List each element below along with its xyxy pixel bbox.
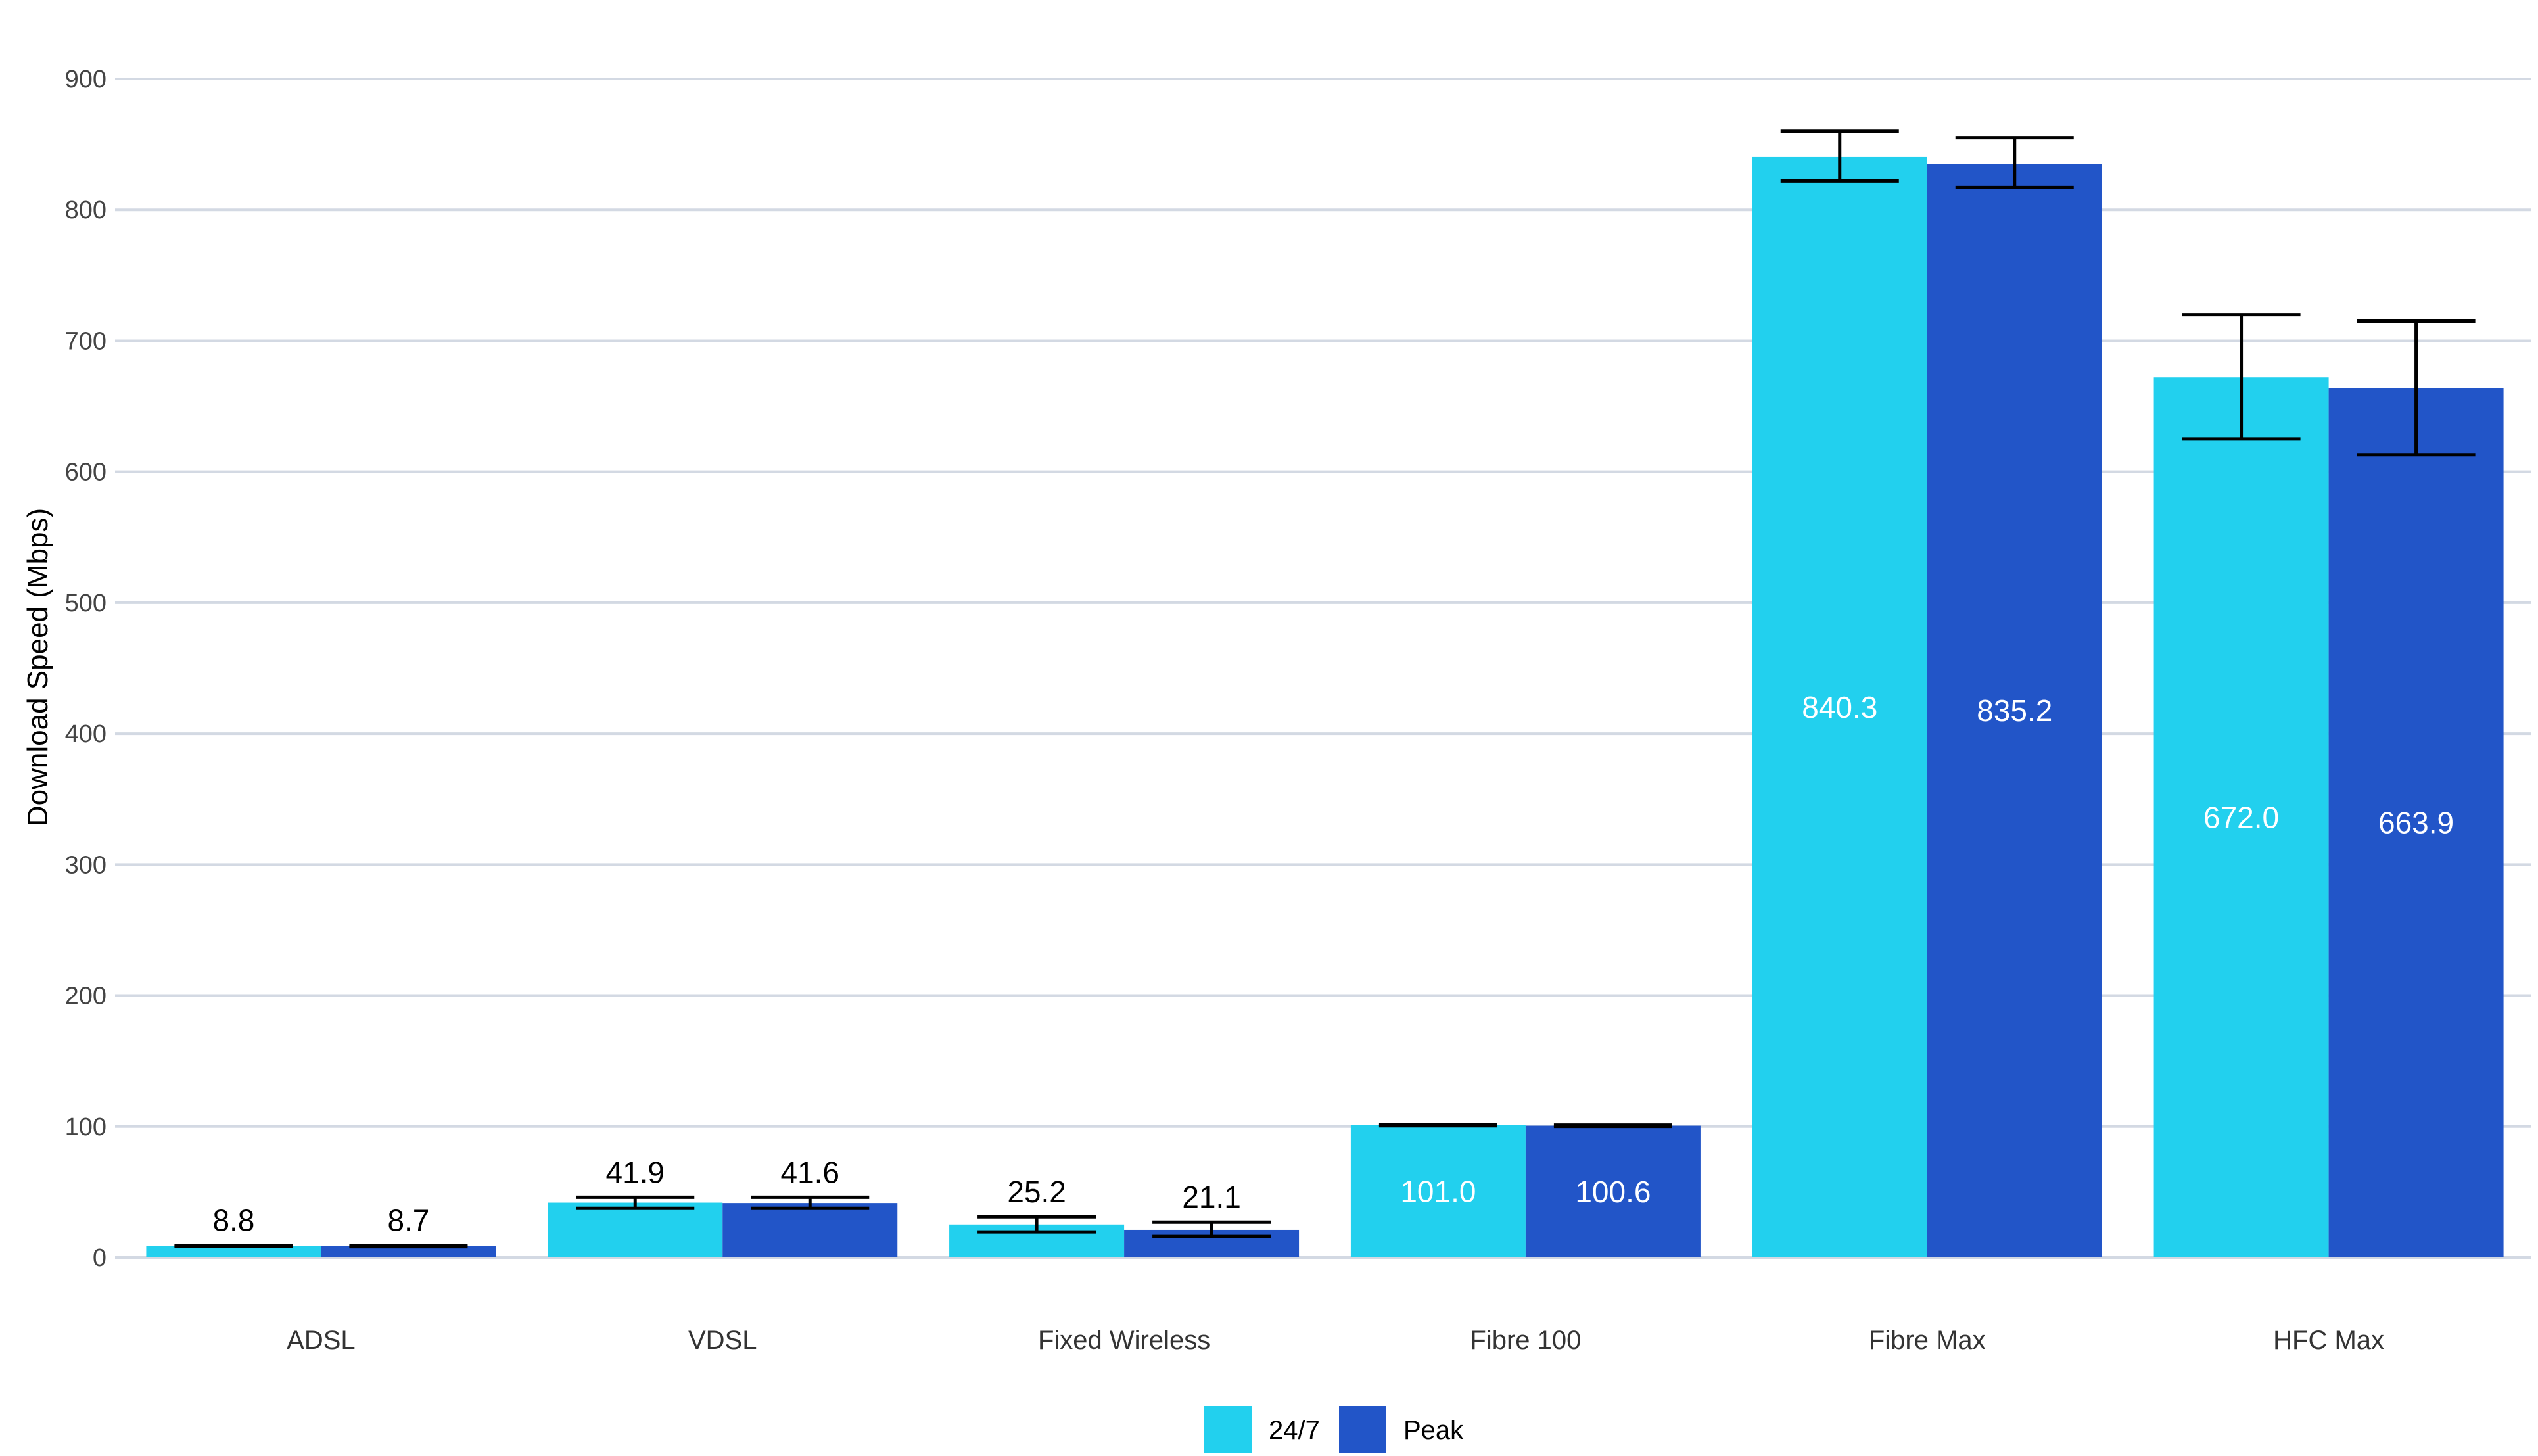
bar <box>1525 1125 1701 1257</box>
y-tick-label: 700 <box>65 327 106 355</box>
legend-label: 24/7 <box>1269 1416 1320 1445</box>
x-category-label: Fibre Max <box>1869 1326 1986 1355</box>
bar <box>2153 377 2329 1257</box>
legend-swatch <box>1339 1406 1386 1453</box>
value-label: 840.3 <box>1802 690 1877 724</box>
value-label: 100.6 <box>1575 1175 1651 1209</box>
x-axis-categories: ADSL VDSL Fixed Wireless Fibre 100 Fibre Max… <box>287 1326 2384 1355</box>
value-labels: 8.8 8.7 41.9 41.6 25.2 21.1 101.0 100.6 840.3 835… <box>212 690 2454 1238</box>
value-label: 21.1 <box>1182 1180 1241 1214</box>
y-tick-label: 800 <box>65 197 106 224</box>
y-tick-label: 400 <box>65 720 106 748</box>
value-label: 835.2 <box>1977 693 2052 728</box>
y-tick-label: 500 <box>65 590 106 617</box>
bar <box>722 1203 898 1257</box>
y-tick-label: 200 <box>65 983 106 1010</box>
bar <box>548 1202 723 1257</box>
value-label: 8.8 <box>212 1203 254 1237</box>
y-tick-label: 900 <box>65 66 106 93</box>
legend: 24/7 Peak <box>1204 1406 1464 1453</box>
bar <box>1927 164 2102 1258</box>
y-axis-ticks: 0 100 200 300 400 500 600 700 800 900 <box>65 66 106 1272</box>
value-label: 672.0 <box>2203 801 2279 835</box>
x-category-label: HFC Max <box>2273 1326 2384 1355</box>
bar <box>1752 156 1927 1257</box>
y-axis-label: Download Speed (Mbps) <box>22 508 54 826</box>
x-category-label: Fibre 100 <box>1470 1326 1581 1355</box>
legend-swatch <box>1204 1406 1252 1453</box>
bar <box>321 1246 496 1257</box>
value-label: 8.7 <box>387 1204 429 1238</box>
value-label: 41.6 <box>780 1155 839 1189</box>
y-tick-label: 300 <box>65 851 106 879</box>
y-tick-label: 0 <box>93 1244 106 1272</box>
value-label: 41.9 <box>605 1155 665 1189</box>
gridlines <box>115 78 2531 1259</box>
x-category-label: Fixed Wireless <box>1038 1326 1210 1355</box>
value-label: 101.0 <box>1400 1174 1476 1208</box>
y-tick-label: 100 <box>65 1114 106 1141</box>
value-label: 25.2 <box>1007 1175 1066 1209</box>
bar <box>146 1246 321 1257</box>
bars <box>146 156 2504 1258</box>
y-tick-label: 600 <box>65 459 106 486</box>
x-category-label: ADSL <box>287 1326 356 1355</box>
error-bars <box>174 129 2476 1249</box>
legend-label: Peak <box>1403 1416 1464 1445</box>
bar <box>1350 1125 1526 1257</box>
bar <box>2328 388 2504 1257</box>
value-label: 663.9 <box>2378 806 2454 840</box>
x-category-label: VDSL <box>688 1326 757 1355</box>
